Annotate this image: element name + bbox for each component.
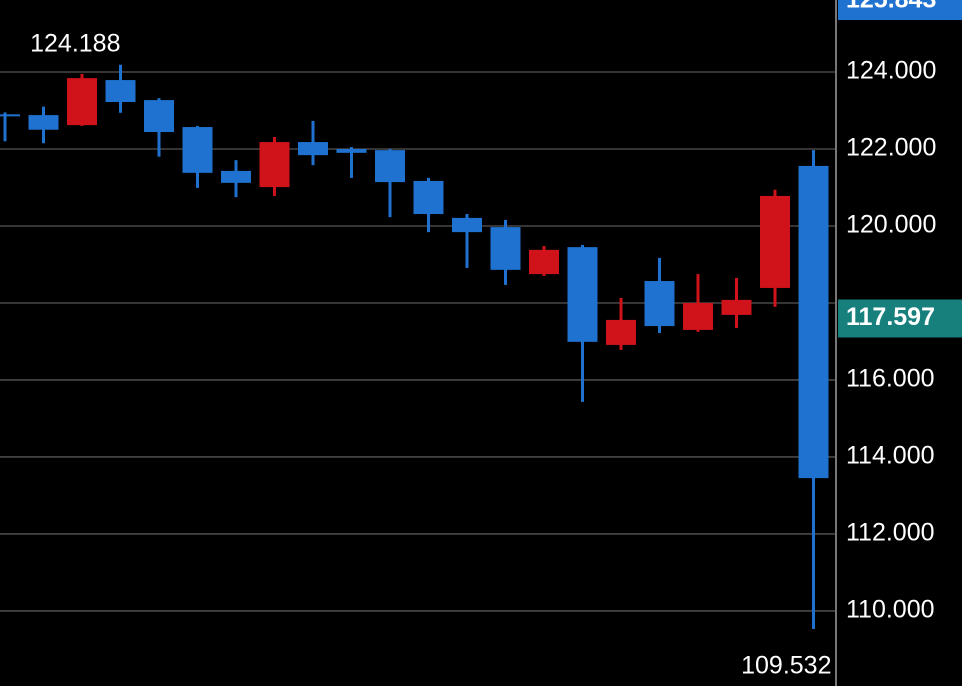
y-tick-label: 122.000 [846, 134, 936, 162]
candle-body [144, 100, 174, 133]
top-price-tag-box [838, 0, 962, 21]
candle-body [375, 150, 405, 183]
candle-body [760, 195, 790, 288]
y-tick-label: 116.000 [846, 365, 935, 393]
current-price-tag: 117.597 [846, 303, 935, 331]
candle-body [683, 302, 713, 330]
candle-body [28, 115, 59, 130]
candle-body [298, 142, 328, 156]
candle-body [490, 227, 521, 270]
candle-body [182, 127, 213, 173]
current-price-tag-box [838, 299, 962, 338]
candle-body [336, 148, 367, 153]
candle-body [798, 165, 829, 479]
candle-body [413, 180, 444, 215]
low-marker-label: 109.532 [741, 652, 831, 680]
top-price-tag: 125.843 [846, 0, 936, 14]
candle-body [567, 247, 598, 342]
candle-body [105, 80, 136, 103]
candle-body [644, 281, 675, 327]
high-marker-label: 124.188 [30, 29, 120, 57]
y-tick-label: 112.000 [846, 519, 935, 547]
candle-body [452, 217, 482, 233]
candle-body [0, 114, 20, 117]
candle-body [259, 142, 290, 188]
y-tick-label: 110.000 [846, 596, 935, 624]
candle-body [606, 319, 636, 345]
candle-body [529, 249, 559, 275]
candle-body [721, 299, 752, 315]
candle-body [67, 78, 97, 126]
y-tick-label: 124.000 [846, 57, 936, 85]
candle-body [221, 170, 251, 183]
y-tick-label: 114.000 [846, 442, 935, 470]
y-tick-label: 120.000 [846, 211, 936, 239]
